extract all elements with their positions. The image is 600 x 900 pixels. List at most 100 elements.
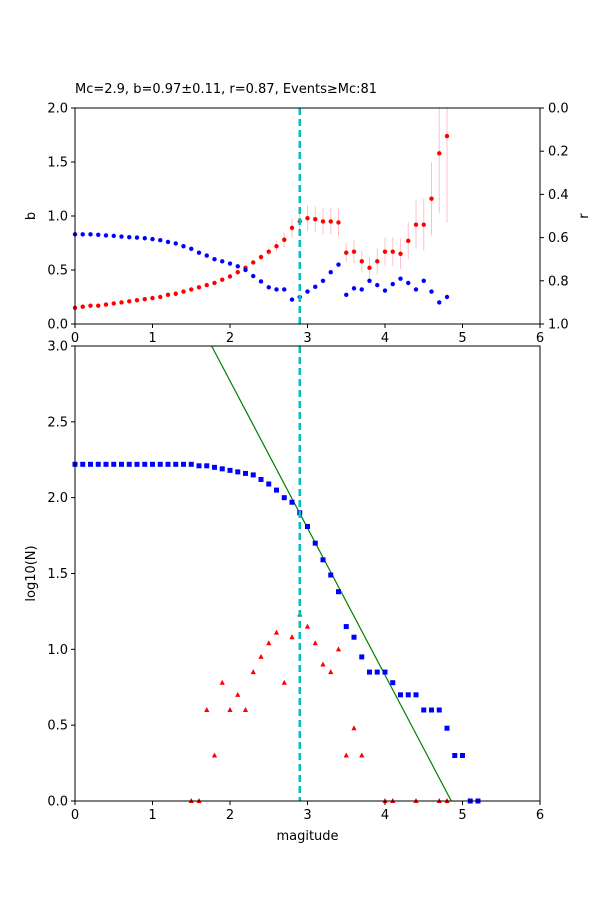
cumulative-point xyxy=(134,461,140,467)
b-point xyxy=(103,302,109,307)
cumulative-point xyxy=(382,669,388,675)
noncumulative-point xyxy=(328,669,334,675)
cumulative-point xyxy=(258,476,264,482)
noncumulative-point xyxy=(242,707,249,712)
cumulative-point xyxy=(305,523,310,529)
b-point xyxy=(142,296,147,302)
r-point xyxy=(88,232,93,237)
r-point xyxy=(336,262,341,267)
noncumulative-point xyxy=(211,752,218,758)
x-tick-label: 1 xyxy=(148,331,156,346)
cumulative-point xyxy=(328,572,334,578)
r-point xyxy=(328,269,333,275)
r-point xyxy=(421,278,426,283)
cumulative-point xyxy=(150,461,155,467)
cumulative-point xyxy=(266,481,272,487)
x-tick-label: 5 xyxy=(458,331,466,346)
r-point xyxy=(351,286,357,291)
x-tick-label: 2 xyxy=(226,331,234,346)
cumulative-point xyxy=(444,725,450,731)
b-point xyxy=(344,250,349,255)
y-tick-label: 1.0 xyxy=(47,210,68,225)
b-point xyxy=(413,222,419,227)
r-point xyxy=(382,288,388,293)
y-tick-label: 2.0 xyxy=(47,491,68,506)
noncumulative-point xyxy=(273,629,280,635)
y-tick-label: 1.5 xyxy=(47,567,68,582)
cumulative-point xyxy=(405,692,411,698)
r-point xyxy=(313,284,318,290)
b-point xyxy=(289,225,295,231)
y-tick-label: 2.5 xyxy=(47,415,68,430)
b-point xyxy=(220,277,225,282)
b-point xyxy=(189,287,194,292)
cumulative-point xyxy=(181,461,186,467)
b-point xyxy=(158,294,163,300)
b-point xyxy=(251,260,256,265)
b-point xyxy=(165,292,171,298)
r-point xyxy=(243,267,248,273)
b-point xyxy=(351,249,357,254)
r-point xyxy=(235,264,240,269)
r-point xyxy=(344,292,349,298)
x-tick-label: 5 xyxy=(458,808,466,823)
cumulative-point xyxy=(212,464,217,470)
r-point xyxy=(305,289,310,294)
chart-title: Mc=2.9, b=0.97±0.11, r=0.87, Events≥Mc:8… xyxy=(75,82,377,97)
b-point xyxy=(398,251,403,256)
cumulative-point xyxy=(336,589,341,595)
cumulative-point xyxy=(398,692,403,698)
r-point xyxy=(142,236,147,241)
x-tick-label: 2 xyxy=(226,808,234,823)
b-point xyxy=(134,298,140,303)
r-point xyxy=(274,287,279,292)
cumulative-point xyxy=(227,467,233,473)
y2-tick-label: 1.0 xyxy=(548,318,569,333)
y-tick-label: 3.0 xyxy=(47,340,68,355)
cumulative-point xyxy=(421,707,427,713)
noncumulative-point xyxy=(227,707,233,712)
noncumulative-point xyxy=(258,653,264,659)
y2-tick-label: 0.0 xyxy=(548,102,569,117)
cumulative-point xyxy=(429,707,434,713)
cumulative-point xyxy=(165,461,171,467)
b-point xyxy=(437,151,442,156)
noncumulative-point xyxy=(266,640,272,646)
y-tick-label: 0.0 xyxy=(47,318,68,333)
r-point xyxy=(282,287,287,292)
r-point xyxy=(150,236,155,242)
r-point xyxy=(111,233,116,239)
cumulative-point xyxy=(88,461,93,467)
cumulative-point xyxy=(374,669,380,675)
noncumulative-point xyxy=(250,669,256,675)
y-tick-label: 0.5 xyxy=(47,264,68,279)
cumulative-point xyxy=(142,461,148,467)
b-point xyxy=(367,265,372,271)
noncumulative-point xyxy=(320,661,326,667)
x-tick-label: 6 xyxy=(536,808,544,823)
noncumulative-point xyxy=(219,679,225,685)
x-tick-label: 4 xyxy=(381,808,389,823)
b-point xyxy=(119,300,124,305)
cumulative-point xyxy=(111,461,117,467)
b-point xyxy=(88,303,93,308)
cumulative-point xyxy=(95,461,101,467)
noncumulative-point xyxy=(335,646,342,652)
cumulative-point xyxy=(274,487,279,493)
noncumulative-point xyxy=(235,691,241,697)
b-point xyxy=(320,219,326,224)
r-point xyxy=(390,281,395,287)
cumulative-point xyxy=(219,466,225,472)
b-point xyxy=(375,259,380,264)
r-point xyxy=(359,287,364,292)
cumulative-point xyxy=(460,753,465,758)
r-point xyxy=(251,273,256,279)
x-tick-label: 3 xyxy=(303,808,311,823)
r-point xyxy=(320,278,326,283)
cumulative-point xyxy=(390,680,396,686)
b-point xyxy=(204,282,209,288)
r-point xyxy=(220,259,225,264)
bottom-chart-frequency-magnitude: 0 1 2 3 4 5 6 0.0 0.5 1.0 1.5 2.0 2.5 3.0 magitude log1… xyxy=(24,340,544,845)
r-point xyxy=(437,300,442,305)
r-point xyxy=(173,241,178,246)
